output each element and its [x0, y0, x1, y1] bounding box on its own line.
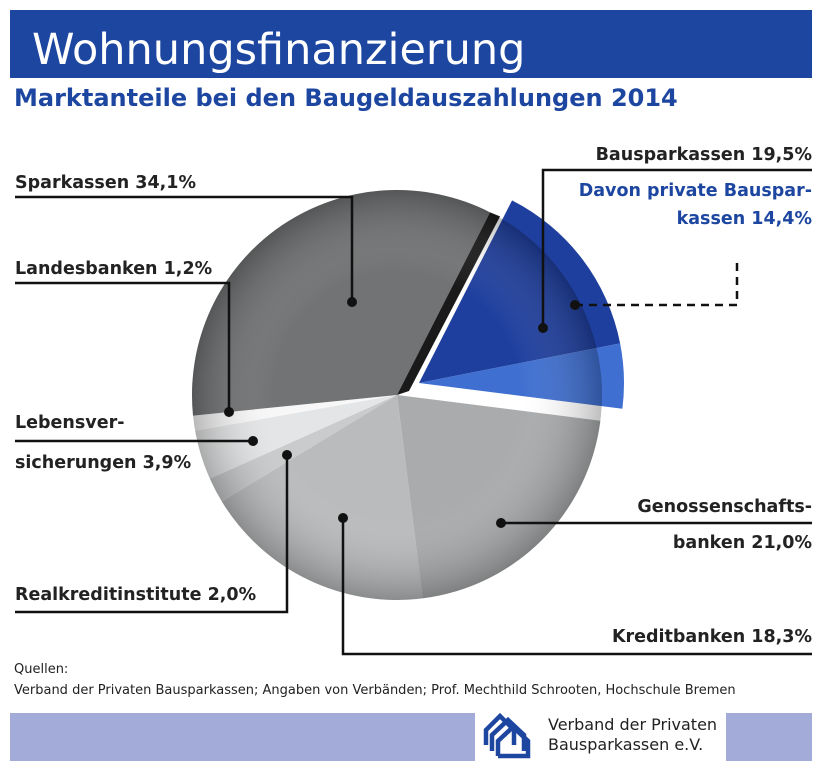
label-realkredit: Realkreditinstitute 2,0%: [15, 585, 257, 605]
leader-bausparkassen: [541, 168, 812, 328]
label-lebensversicherungen-1: Lebensver-: [15, 413, 125, 433]
label-genossenschaft-1: Genossenschafts-: [637, 497, 812, 517]
label-private-bauspar-1: Davon private Bauspar-: [578, 181, 812, 201]
label-bausparkassen: Bausparkassen 19,5%: [595, 145, 812, 165]
footer-band-right: [726, 713, 812, 761]
logo-line-1: Verband der Privaten: [548, 715, 718, 734]
dot-genossenschaft: [496, 518, 506, 528]
dot-private-bauspar: [570, 300, 580, 310]
dot-kreditbanken: [338, 513, 348, 523]
label-sparkassen: Sparkassen 34,1%: [15, 173, 196, 193]
label-genossenschaft-2: banken 21,0%: [672, 533, 812, 553]
dot-sparkassen: [347, 297, 357, 307]
dot-bausparkassen: [538, 323, 548, 333]
label-kreditbanken: Kreditbanken 18,3%: [611, 627, 812, 647]
title-bar: Wohnungsfinanzierung: [10, 10, 812, 78]
dot-landesbanken: [224, 407, 234, 417]
leader-kreditbanken: [341, 518, 812, 656]
leader-private-bauspar: [575, 262, 739, 307]
dot-realkredit: [282, 450, 292, 460]
sources-title: Quellen:: [14, 662, 69, 677]
leader-sparkassen: [15, 195, 354, 302]
page-subtitle: Marktanteile bei den Baugeldauszahlungen…: [14, 84, 678, 112]
dot-lebensversicherungen: [248, 436, 258, 446]
label-lebensversicherungen-2: sicherungen 3,9%: [15, 453, 192, 473]
label-landesbanken: Landesbanken 1,2%: [15, 259, 213, 279]
logo-text: Verband der Privaten Bausparkassen e.V.: [548, 715, 717, 755]
leader-realkredit: [15, 455, 289, 614]
sources-text: Verband der Privaten Bausparkassen; Anga…: [14, 683, 736, 698]
leader-landesbanken: [15, 281, 231, 412]
pie-shading: [192, 190, 602, 600]
page-title: Wohnungsfinanzierung: [32, 25, 526, 75]
logo-line-2: Bausparkassen e.V.: [548, 735, 704, 754]
footer-band-left: [10, 713, 475, 761]
label-private-bauspar-2: kassen 14,4%: [676, 209, 812, 229]
